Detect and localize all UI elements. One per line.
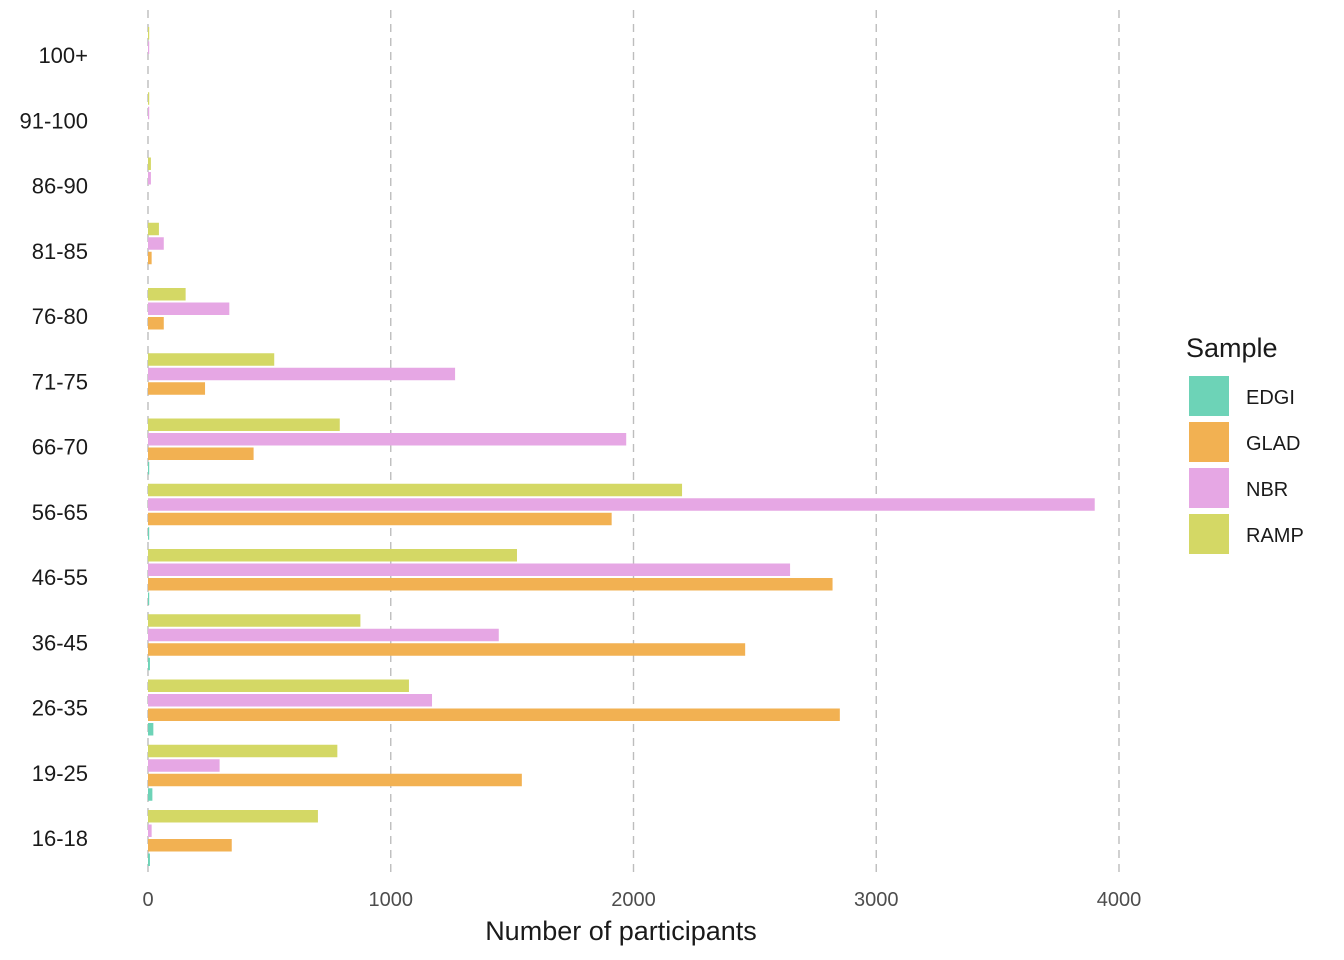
bar-edgi-56-65 (148, 527, 150, 540)
legend-key-glad (1187, 420, 1231, 464)
bar-edgi-66-70 (148, 462, 150, 475)
legend-key-edgi (1187, 374, 1231, 418)
bar-nbr-19-25 (148, 759, 220, 772)
legend-label-glad: GLAD (1246, 433, 1300, 455)
bar-glad-16-18 (148, 839, 232, 852)
legend-label-nbr: NBR (1246, 479, 1288, 501)
bar-glad-71-75 (148, 382, 206, 395)
bar-edgi-26-35 (148, 723, 154, 736)
bar-glad-56-65 (148, 512, 612, 526)
x-tick-label-1000: 1000 (369, 889, 414, 911)
bar-ramp-26-35 (148, 679, 409, 692)
bar-glad-26-35 (148, 708, 840, 721)
legend-label-edgi: EDGI (1246, 387, 1295, 409)
y-tick-label: 71-75 (32, 369, 88, 394)
x-tick-label-3000: 3000 (854, 889, 899, 911)
bar-nbr-56-65 (148, 498, 1095, 511)
x-axis-label: Number of participants (485, 916, 757, 946)
bar-glad-19-25 (148, 773, 522, 787)
bar-nbr-100+ (148, 41, 150, 54)
y-tick-label: 66-70 (32, 435, 88, 460)
y-tick-label: 81-85 (32, 239, 88, 264)
y-tick-label: 26-35 (32, 696, 88, 721)
bar-ramp-71-75 (148, 353, 275, 366)
bar-edgi-46-55 (148, 592, 150, 605)
x-tick-label-0: 0 (142, 889, 153, 911)
y-tick-label: 86-90 (32, 174, 88, 199)
bars (148, 27, 1095, 866)
legend-label-ramp: RAMP (1246, 525, 1304, 547)
y-tick-label: 36-45 (32, 630, 88, 655)
bar-edgi-16-18 (148, 853, 150, 866)
y-axis-ticks: 100+ 91-100 86-90 81-85 76-80 71-75 66-70 56-65… (19, 43, 88, 851)
bar-nbr-16-18 (148, 824, 152, 837)
bar-nbr-76-80 (148, 302, 230, 315)
bar-ramp-66-70 (148, 418, 340, 431)
legend-key-nbr (1187, 466, 1231, 510)
bar-ramp-46-55 (148, 549, 517, 562)
x-tick-label-2000: 2000 (611, 889, 656, 911)
bar-nbr-71-75 (148, 367, 456, 381)
bar-ramp-100+ (148, 27, 150, 40)
bar-glad-66-70 (148, 447, 254, 460)
bar-nbr-26-35 (148, 694, 433, 707)
y-tick-label: 16-18 (32, 826, 88, 851)
x-axis-ticks: 0 1000 2000 3000 4000 (142, 889, 1141, 911)
y-tick-label: 19-25 (32, 761, 88, 786)
bar-nbr-91-100 (148, 106, 150, 120)
bar-glad-76-80 (148, 317, 164, 330)
bar-nbr-86-90 (148, 172, 151, 185)
bar-ramp-81-85 (148, 222, 159, 236)
bar-ramp-36-45 (148, 614, 361, 627)
legend-key-ramp (1187, 512, 1231, 556)
legend: Sample EDGI GLAD NBR RAMP (1186, 333, 1304, 556)
bar-glad-36-45 (148, 643, 746, 656)
legend-title: Sample (1186, 333, 1278, 363)
bar-edgi-36-45 (148, 657, 150, 671)
bar-nbr-46-55 (148, 563, 791, 576)
bar-nbr-66-70 (148, 433, 627, 446)
bar-ramp-86-90 (148, 157, 151, 170)
bar-ramp-76-80 (148, 288, 186, 301)
y-tick-label: 91-100 (19, 108, 88, 133)
bar-glad-46-55 (148, 578, 833, 591)
bar-nbr-36-45 (148, 628, 499, 642)
y-tick-label: 46-55 (32, 565, 88, 590)
bar-glad-81-85 (148, 251, 152, 265)
bar-ramp-91-100 (148, 92, 150, 105)
bar-ramp-56-65 (148, 483, 683, 497)
y-tick-label: 100+ (38, 43, 88, 68)
bar-nbr-81-85 (148, 237, 164, 250)
y-tick-label: 56-65 (32, 500, 88, 525)
y-tick-label: 76-80 (32, 304, 88, 329)
bar-edgi-19-25 (148, 788, 153, 801)
bar-ramp-16-18 (148, 810, 318, 823)
x-tick-label-4000: 4000 (1097, 889, 1142, 911)
bar-ramp-19-25 (148, 744, 338, 758)
